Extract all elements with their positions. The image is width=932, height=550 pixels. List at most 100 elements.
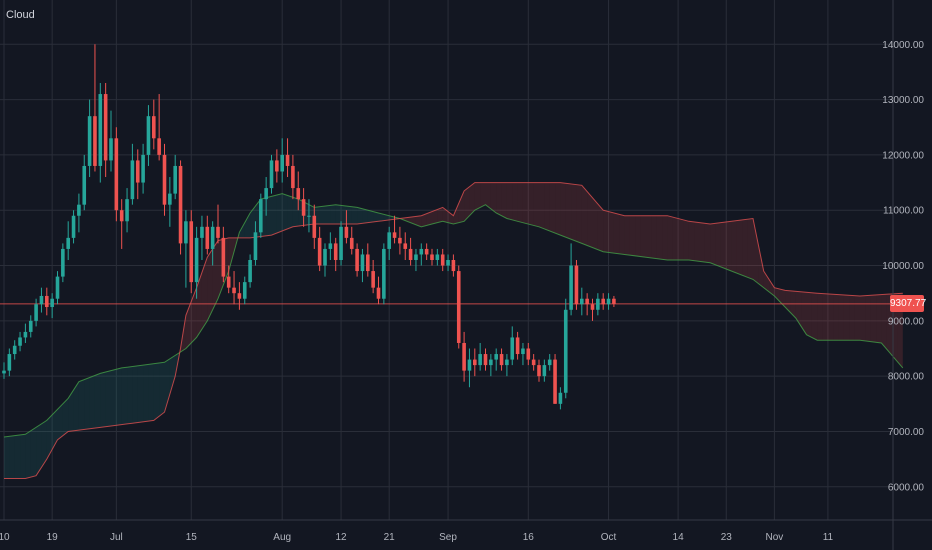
candle-body [189,221,194,283]
candle-body [242,282,247,299]
cloud-segment [52,409,58,450]
candle [93,44,97,172]
y-tick-label: 6000.00 [888,482,925,493]
candle [392,215,397,244]
candle-body [537,365,541,377]
candle-body [82,165,87,205]
cloud-segment [699,222,705,263]
candle [200,215,204,260]
candle-body [168,193,172,205]
cloud-segment [662,215,668,260]
cloud-segment [881,294,887,350]
cloud-segment [651,215,657,259]
cloud-segment [672,217,679,260]
cloud-segment [774,287,780,302]
candle [146,105,151,166]
candle-body [34,304,38,321]
x-tick-label: Aug [273,532,291,543]
candle [296,171,301,211]
candle [344,210,349,244]
cloud-segment [517,182,523,223]
candle-body [574,265,579,305]
candle [103,82,108,178]
cloud-segment [68,390,74,432]
candle-body [323,248,327,266]
cloud-segment [25,430,31,479]
y-tick-label: 9000.00 [888,316,925,327]
cloud-segment [20,434,26,479]
cloud-segment [14,434,21,479]
candle [574,260,579,310]
candle [531,354,536,371]
candle [553,354,557,404]
candle-body [2,370,6,374]
candle-body [312,215,317,238]
candle-body [606,298,611,305]
cloud-segment [496,182,502,216]
cloud-segment [84,377,90,430]
candle-body [349,237,354,249]
cloud-segment [560,182,566,238]
cloud-segment [362,208,368,224]
chart-title: Cloud [6,9,35,21]
candle-body [210,226,215,249]
candle [307,199,311,233]
cloud-segment [624,215,630,256]
cloud-segment [736,219,743,276]
candle-body [547,359,552,366]
candle [226,265,231,294]
cloud-segment [704,223,711,263]
cloud-segment [640,215,646,258]
cloud-segment [405,217,411,223]
candle [489,354,493,377]
cloud-segment [758,244,764,288]
candle [430,248,434,266]
candle [510,326,515,366]
candle-body [135,160,140,183]
candle-body [216,226,220,238]
candle [446,254,450,272]
candle-body [173,165,177,194]
candle [440,248,445,272]
cloud-segment [346,206,352,225]
cloud-segment [421,213,427,227]
candle [237,282,242,310]
candles [2,44,616,410]
candle [264,177,268,216]
candle [499,348,504,371]
cloud-segment [228,237,235,272]
x-tick-label: 19 [47,532,59,543]
cloud-segment [576,184,582,244]
candle-body [152,116,156,139]
candle-body [333,243,338,260]
candle [371,260,375,294]
candle-body [275,160,279,172]
cloud-segment [715,222,721,267]
cloud-segment [555,182,561,236]
candle-body [398,237,402,244]
candle-body [23,331,28,338]
candle [189,210,194,294]
cloud-segment [795,291,802,327]
candle-body [344,226,349,238]
candle [526,342,531,366]
candle-body [269,160,274,189]
cloud-segment [544,182,550,231]
candle-body [130,160,135,200]
cloud-segment [201,257,208,330]
candle [45,287,49,316]
cloud-segment [4,436,10,479]
cloud-segment [501,182,507,219]
x-tick-label: 23 [721,532,733,543]
candle [569,243,573,316]
candle [494,348,498,371]
candle [232,271,236,305]
candle [291,154,295,200]
candle [355,243,359,277]
candle-body [141,154,145,183]
candle [537,359,541,382]
candle [242,276,247,305]
candle [580,287,584,316]
candle-body [232,287,236,294]
